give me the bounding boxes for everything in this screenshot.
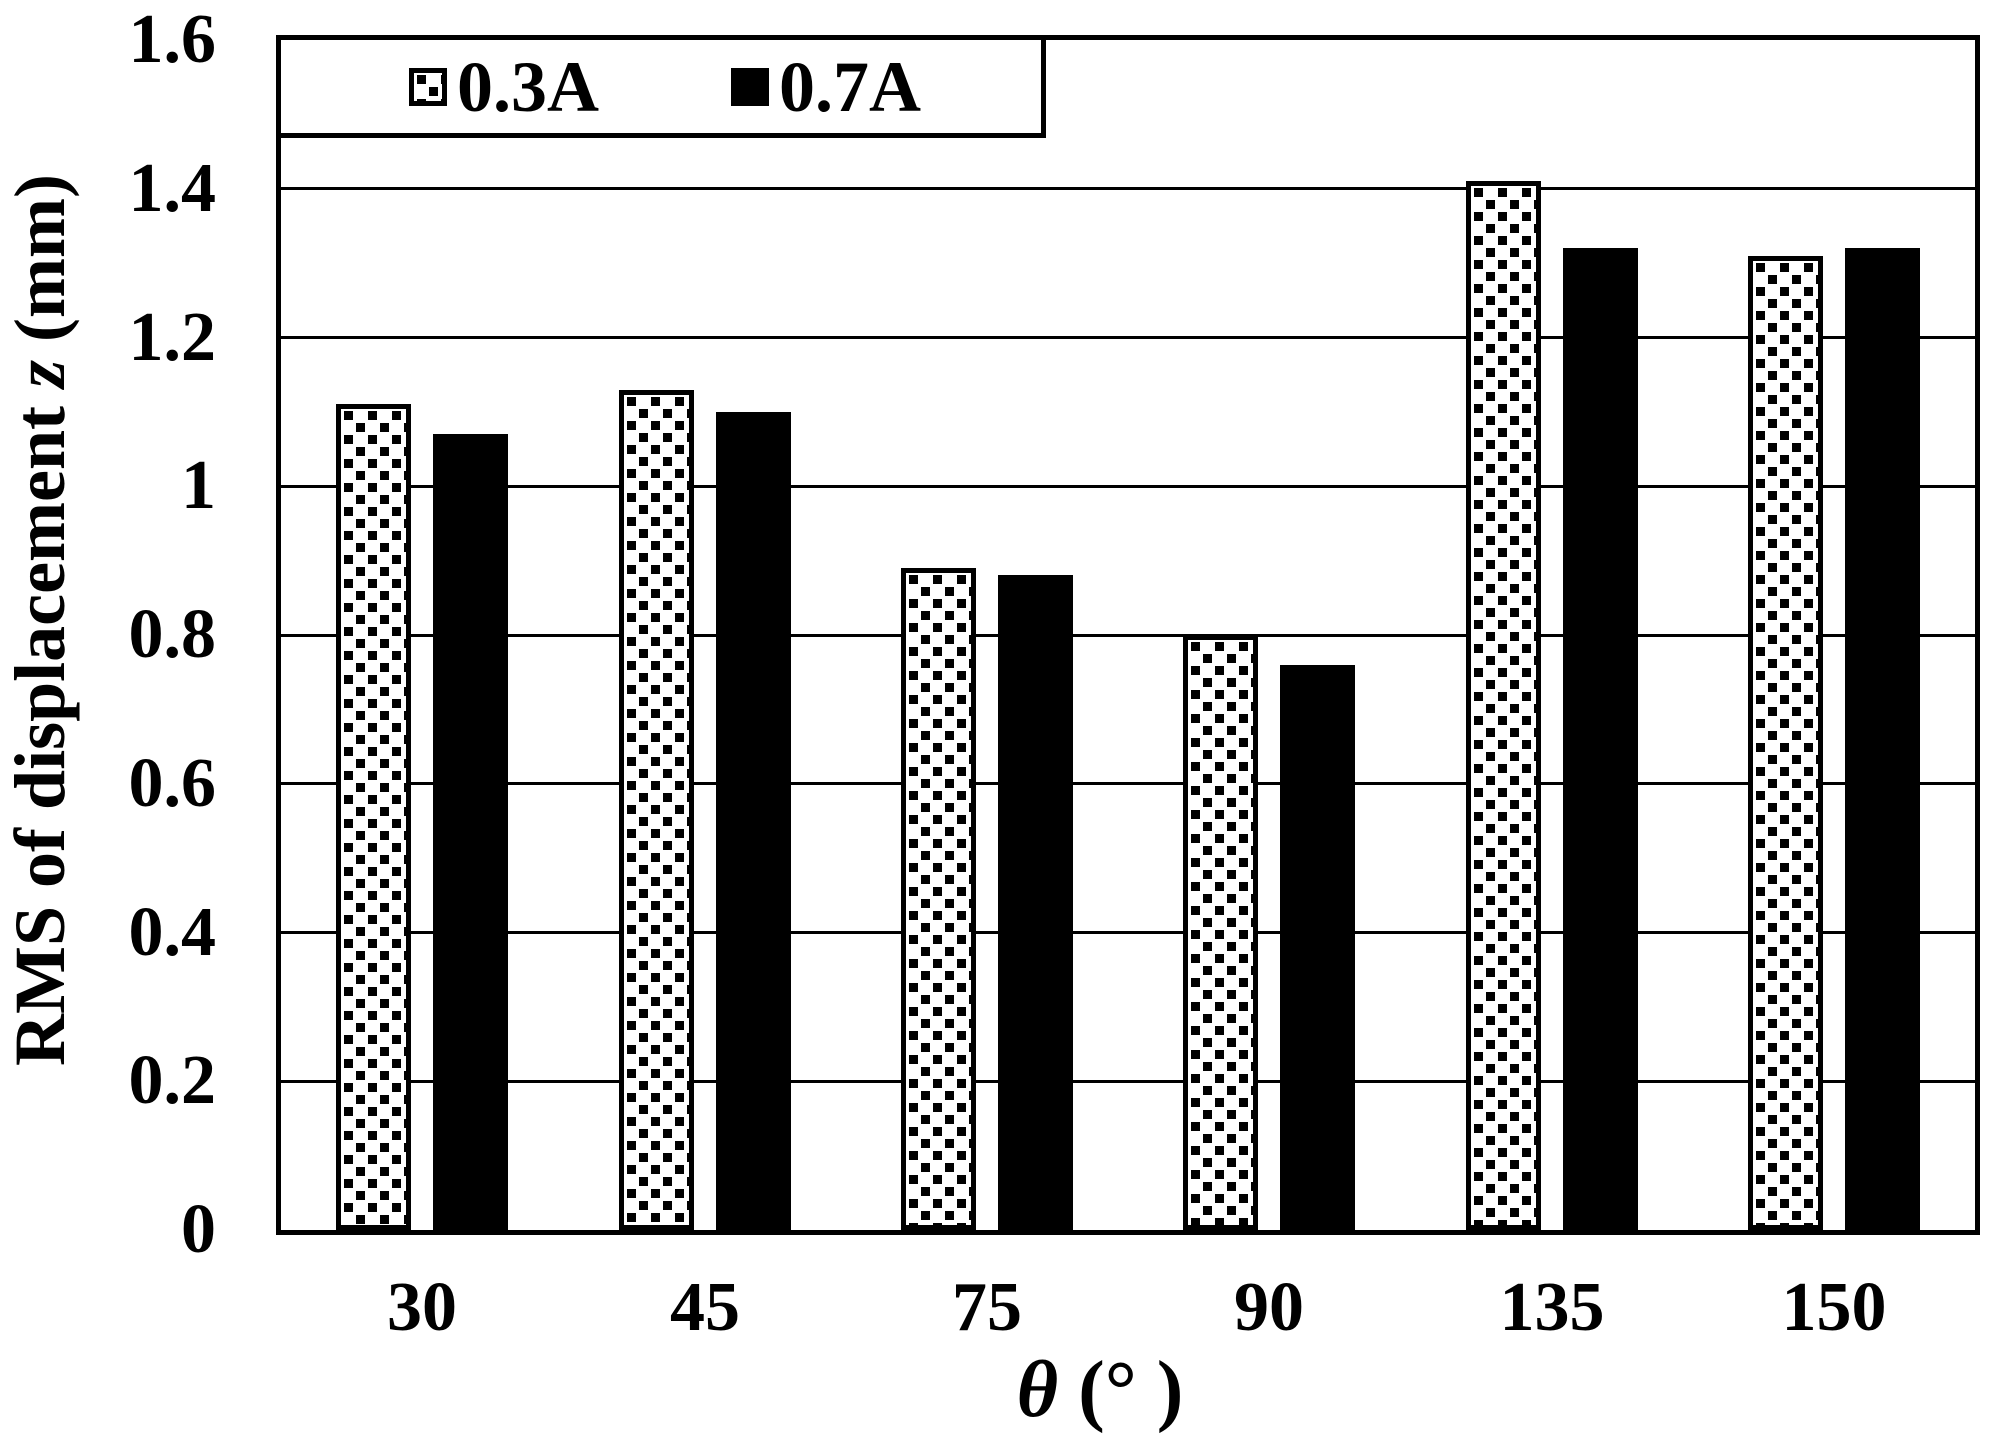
bar-0.3A-135 (1466, 181, 1541, 1230)
y-tick-label-0.6: 0.6 (128, 745, 217, 822)
y-tick-label-1: 1 (181, 447, 216, 524)
gridline-0.8 (281, 633, 1975, 637)
bar-0.7A-90 (1280, 665, 1355, 1230)
bar-0.7A-30 (433, 434, 508, 1230)
y-tick-label-0.4: 0.4 (128, 894, 217, 971)
legend-item-0.7A: 0.7A (731, 51, 921, 123)
x-axis-title: θ (° ) (1017, 1348, 1184, 1432)
x-tick-label-45: 45 (670, 1269, 740, 1346)
legend-label-0.7A: 0.7A (779, 46, 921, 127)
y-tick-label-1.6: 1.6 (128, 1, 217, 78)
bar-0.3A-30 (336, 404, 411, 1230)
bar-0.3A-45 (619, 390, 694, 1230)
bar-0.3A-150 (1748, 256, 1823, 1230)
bar-0.3A-90 (1183, 635, 1258, 1230)
x-tick-label-75: 75 (952, 1269, 1022, 1346)
gridline-0.4 (281, 931, 1975, 934)
bar-0.3A-75 (901, 568, 976, 1230)
legend-item-0.3A: 0.3A (409, 51, 599, 123)
bar-0.7A-75 (998, 575, 1073, 1230)
legend-label-0.3A: 0.3A (457, 46, 599, 127)
x-axis-title-theta: θ (1016, 1346, 1059, 1434)
y-tick-label-1.2: 1.2 (128, 299, 217, 376)
plot-inner (281, 40, 1975, 1230)
y-tick-label-0.8: 0.8 (128, 596, 217, 673)
bar-0.7A-45 (716, 412, 791, 1230)
gridline-1 (281, 484, 1975, 488)
y-tick-label-0.2: 0.2 (128, 1042, 217, 1119)
x-tick-label-90: 90 (1234, 1269, 1304, 1346)
gridline-0.6 (281, 782, 1975, 786)
legend: 0.3A 0.7A (276, 35, 1046, 138)
gridline-0.2 (281, 1079, 1975, 1083)
legend-swatch-dotted-icon (409, 67, 447, 106)
legend-swatch-solid-icon (731, 67, 769, 106)
x-axis-title-unit: (° ) (1058, 1346, 1184, 1434)
bar-0.7A-135 (1563, 248, 1638, 1230)
y-tick-label-0: 0 (181, 1191, 216, 1268)
bar-0.7A-150 (1845, 248, 1920, 1230)
x-tick-label-150: 150 (1781, 1269, 1887, 1346)
x-tick-label-135: 135 (1499, 1269, 1605, 1346)
x-tick-label-30: 30 (387, 1269, 457, 1346)
gridline-1.2 (281, 336, 1975, 339)
y-tick-label-1.4: 1.4 (128, 150, 217, 227)
plot-area (276, 35, 1980, 1235)
gridline-1.4 (281, 187, 1975, 191)
